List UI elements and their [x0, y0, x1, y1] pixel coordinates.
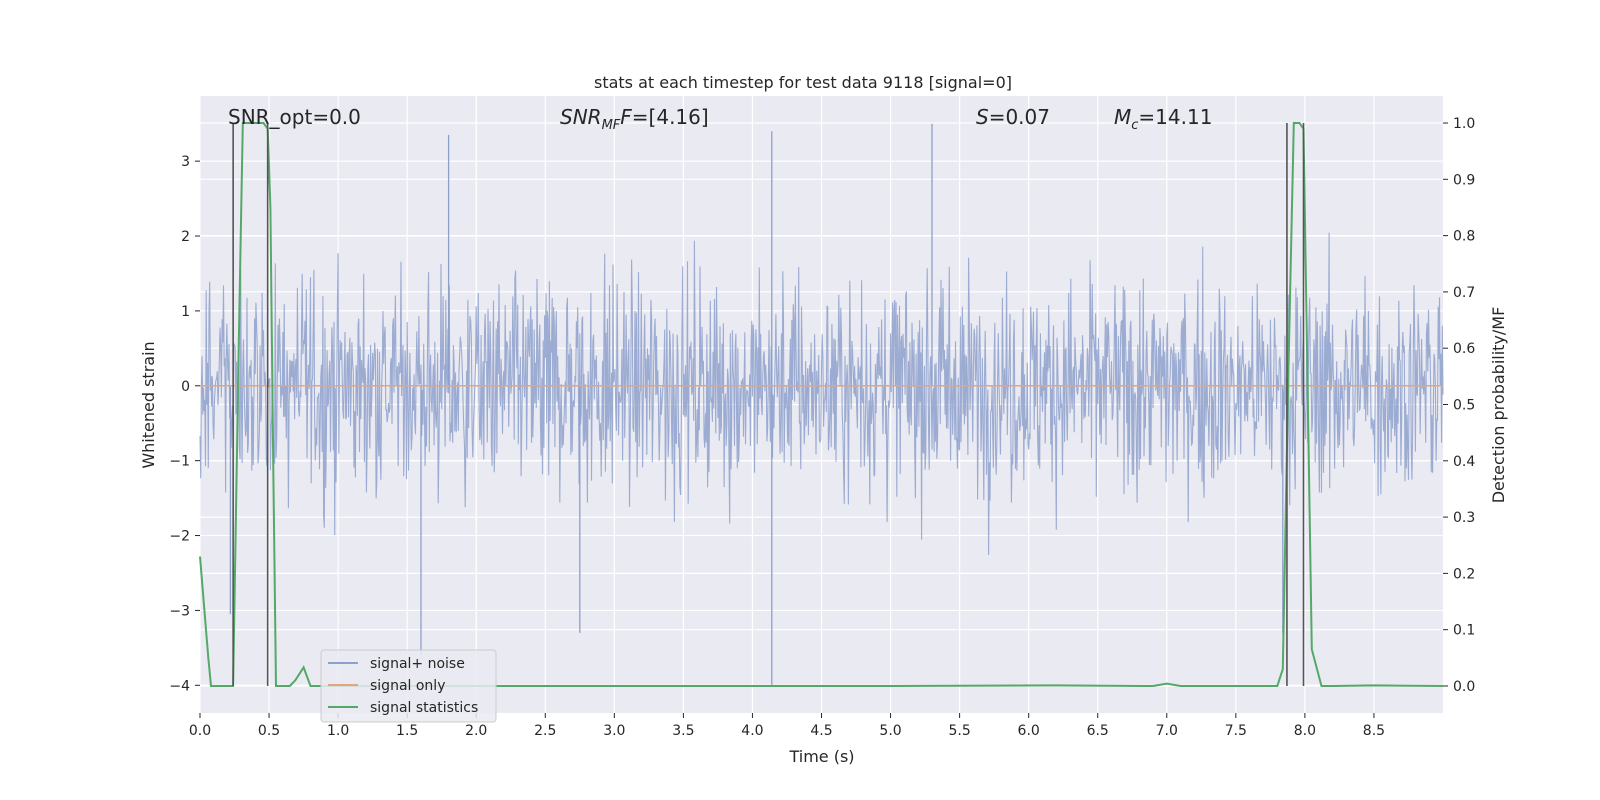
y-right-tick-label: 0.7 [1453, 285, 1475, 301]
x-tick-label: 0.0 [189, 723, 211, 739]
legend: signal+ noise signal only signal statist… [320, 649, 497, 723]
noise-trace [199, 232, 1444, 556]
x-tick-label: 3.0 [603, 723, 625, 739]
y-right-tick-label: 0.5 [1453, 398, 1475, 414]
x-tick-label: 7.0 [1156, 723, 1178, 739]
x-axis-ticks: 0.0 0.5 1.0 1.5 2.0 2.5 3.0 3.5 4.0 4.5 5.0 5.5 6.0 6… [189, 713, 1385, 739]
x-tick-label: 2.0 [465, 723, 487, 739]
y-left-tick-label: −3 [169, 603, 190, 619]
y-right-tick-label: 0.2 [1453, 566, 1475, 582]
legend-label-signal-statistics: signal statistics [370, 700, 478, 716]
x-tick-label: 2.5 [534, 723, 556, 739]
chart-title: stats at each timestep for test data 911… [594, 73, 1012, 92]
x-tick-label: 3.5 [672, 723, 694, 739]
y-right-axis-label: Detection probability/MF [1489, 307, 1508, 504]
x-tick-label: 1.0 [327, 723, 349, 739]
series-signal-noise [199, 123, 1444, 686]
annotation-snr-opt: SNR_opt=0.0 [228, 105, 361, 129]
signal-statistics-line [199, 122, 1444, 688]
y-left-axis-label: Whitened strain [139, 341, 158, 468]
legend-box [320, 649, 497, 723]
y-left-axis-ticks: −4 −3 −2 −1 0 1 2 3 [169, 154, 200, 694]
y-left-tick-label: −1 [169, 454, 190, 470]
x-tick-label: 7.5 [1225, 723, 1247, 739]
x-tick-label: 0.5 [258, 723, 280, 739]
y-right-tick-label: 0.3 [1453, 510, 1475, 526]
annotation-snr-mf: SNRMFF=[4.16] [560, 105, 709, 133]
x-tick-label: 6.0 [1018, 723, 1040, 739]
annotation-mc-value: =14.11 [1138, 105, 1212, 129]
annotation-mc-sub: c [1131, 118, 1138, 133]
y-right-tick-label: 0.4 [1453, 454, 1475, 470]
x-tick-label: 5.0 [879, 723, 901, 739]
y-right-axis-ticks: 0.0 0.1 0.2 0.3 0.4 0.5 0.6 0.7 0.8 0.9 1.0 [1443, 116, 1475, 695]
y-left-tick-label: −4 [169, 678, 190, 694]
annotation-snr-mf-sub: MF [602, 118, 621, 133]
x-tick-label: 1.5 [396, 723, 418, 739]
y-left-tick-label: 0 [181, 379, 190, 395]
y-left-tick-label: 1 [181, 304, 190, 320]
y-right-tick-label: 0.9 [1453, 172, 1475, 188]
x-tick-label: 4.5 [810, 723, 832, 739]
y-left-tick-label: −2 [169, 529, 190, 545]
x-axis-label: Time (s) [788, 747, 854, 766]
x-tick-label: 8.5 [1363, 723, 1385, 739]
annotation-s-value: =0.07 [989, 105, 1050, 129]
y-right-tick-label: 0.8 [1453, 229, 1475, 245]
annotation-s: S=0.07 [976, 105, 1050, 129]
annotation-snr-mf-value: =[4.16] [632, 105, 709, 129]
annotation-mc: Mc=14.11 [1114, 105, 1212, 133]
legend-label-signal-noise: signal+ noise [370, 656, 465, 672]
vertical-markers [232, 123, 1305, 686]
series-signal-statistics [199, 122, 1444, 688]
legend-label-signal-only: signal only [370, 678, 445, 694]
y-right-tick-label: 0.0 [1453, 679, 1475, 695]
x-tick-label: 4.0 [741, 723, 763, 739]
x-tick-label: 6.5 [1087, 723, 1109, 739]
annotation-snr-mf-label: SNR [560, 105, 602, 129]
y-right-tick-label: 1.0 [1453, 116, 1475, 132]
y-left-tick-label: 3 [181, 154, 190, 170]
x-tick-label: 8.0 [1294, 723, 1316, 739]
y-left-tick-label: 2 [181, 229, 190, 245]
annotation-mc-label: M [1114, 105, 1131, 129]
y-right-tick-label: 0.6 [1453, 341, 1475, 357]
annotation-s-label: S [976, 105, 989, 129]
y-right-tick-label: 0.1 [1453, 623, 1475, 639]
x-tick-label: 5.5 [948, 723, 970, 739]
